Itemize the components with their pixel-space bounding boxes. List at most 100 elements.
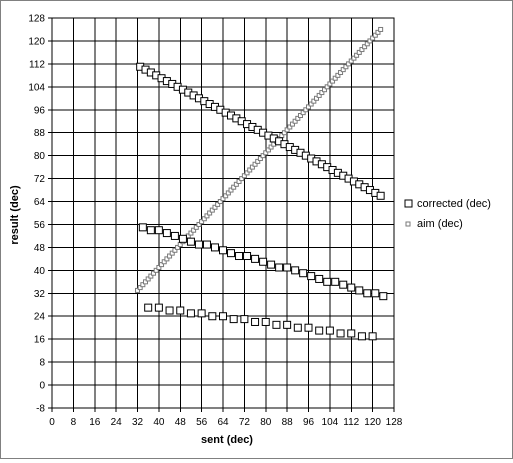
corrected-point xyxy=(323,277,332,286)
corrected-point xyxy=(208,312,217,321)
x-tick-label: 88 xyxy=(282,417,294,428)
y-tick-label: 80 xyxy=(34,151,46,162)
aim-point xyxy=(247,167,253,173)
x-tick-label: 40 xyxy=(153,417,165,428)
corrected-point xyxy=(275,263,284,272)
corrected-point xyxy=(146,226,155,235)
aim-point xyxy=(300,110,306,116)
aim-point xyxy=(308,101,314,107)
legend-label-aim: aim (dec) xyxy=(417,218,463,230)
aim-point xyxy=(201,216,207,222)
y-tick-label: -8 xyxy=(36,404,45,415)
aim-point xyxy=(156,264,162,270)
y-tick-label: 88 xyxy=(34,128,46,139)
y-tick-label: 120 xyxy=(28,36,45,47)
corrected-point xyxy=(240,315,249,324)
corrected-point xyxy=(371,289,380,298)
corrected-point xyxy=(347,283,356,292)
x-tick-label: 128 xyxy=(386,417,403,428)
aim-point xyxy=(137,285,143,291)
aim-point xyxy=(335,72,341,78)
aim-point xyxy=(324,84,330,90)
corrected-point xyxy=(219,246,227,255)
x-tick-label: 0 xyxy=(49,417,55,428)
x-axis-label: sent (dec) xyxy=(201,434,253,446)
y-axis-label: result (dec) xyxy=(9,185,21,245)
corrected-point xyxy=(219,312,227,321)
aim-point xyxy=(340,67,346,73)
corrected-point xyxy=(138,223,147,232)
aim-point xyxy=(314,95,320,101)
aim-point xyxy=(338,69,344,75)
corrected-point xyxy=(202,240,211,249)
aim-point xyxy=(217,199,223,205)
y-tick-label: 40 xyxy=(34,266,46,277)
corrected-point xyxy=(283,320,292,329)
aim-point xyxy=(244,170,250,176)
aim-point xyxy=(223,193,229,199)
corrected-point xyxy=(307,272,316,281)
aim-point xyxy=(175,244,181,250)
aim-point xyxy=(330,78,336,84)
aim-point xyxy=(228,187,234,193)
aim-point xyxy=(231,184,237,190)
aim-point xyxy=(164,256,170,262)
aim-point xyxy=(375,29,381,35)
corrected-point xyxy=(251,254,260,263)
aim-point xyxy=(199,219,205,225)
aim-point xyxy=(252,161,258,167)
corrected-point xyxy=(299,269,308,278)
y-tick-label: 16 xyxy=(34,335,46,346)
corrected-point xyxy=(229,315,238,324)
aim-point xyxy=(378,26,384,32)
aim-point xyxy=(215,201,221,207)
x-tick-label: 8 xyxy=(71,417,77,428)
aim-point xyxy=(316,92,322,98)
aim-point xyxy=(220,196,226,202)
aim-point xyxy=(372,32,378,38)
x-tick-label: 120 xyxy=(364,417,381,428)
legend-marker-corrected xyxy=(404,199,413,208)
aim-point xyxy=(207,210,213,216)
aim-point xyxy=(188,230,194,236)
corrected-point xyxy=(243,252,252,261)
legend-label-corrected: corrected (dec) xyxy=(417,198,491,210)
y-tick-label: 128 xyxy=(28,14,45,25)
aim-point xyxy=(204,213,210,219)
aim-point xyxy=(236,178,242,184)
corrected-point xyxy=(339,280,348,289)
aim-point xyxy=(348,58,354,64)
corrected-point xyxy=(315,326,324,335)
corrected-point xyxy=(267,260,276,269)
corrected-point xyxy=(376,191,385,200)
aim-point xyxy=(135,287,140,293)
y-tick-label: 64 xyxy=(34,197,46,208)
corrected-point xyxy=(176,306,185,315)
corrected-point xyxy=(357,332,366,341)
corrected-point xyxy=(355,286,364,295)
aim-point xyxy=(249,164,255,170)
corrected-point xyxy=(259,257,268,266)
corrected-point xyxy=(186,237,195,246)
y-tick-label: 96 xyxy=(34,105,46,116)
corrected-point xyxy=(368,332,377,341)
aim-point xyxy=(260,153,266,159)
aim-point xyxy=(145,276,151,282)
aim-point xyxy=(370,35,376,41)
x-tick-label: 24 xyxy=(111,417,123,428)
corrected-point xyxy=(283,263,292,272)
x-tick-label: 96 xyxy=(303,417,315,428)
aim-point xyxy=(306,104,311,110)
corrected-point xyxy=(251,317,260,326)
corrected-point xyxy=(165,306,174,315)
aim-point xyxy=(343,64,349,70)
y-tick-label: 24 xyxy=(34,312,46,323)
aim-point xyxy=(191,227,197,233)
corrected-point xyxy=(235,252,244,261)
corrected-point xyxy=(291,266,300,275)
corrected-point xyxy=(154,303,163,312)
y-tick-label: 32 xyxy=(34,289,46,300)
aim-point xyxy=(297,113,303,118)
aim-point xyxy=(356,49,362,55)
